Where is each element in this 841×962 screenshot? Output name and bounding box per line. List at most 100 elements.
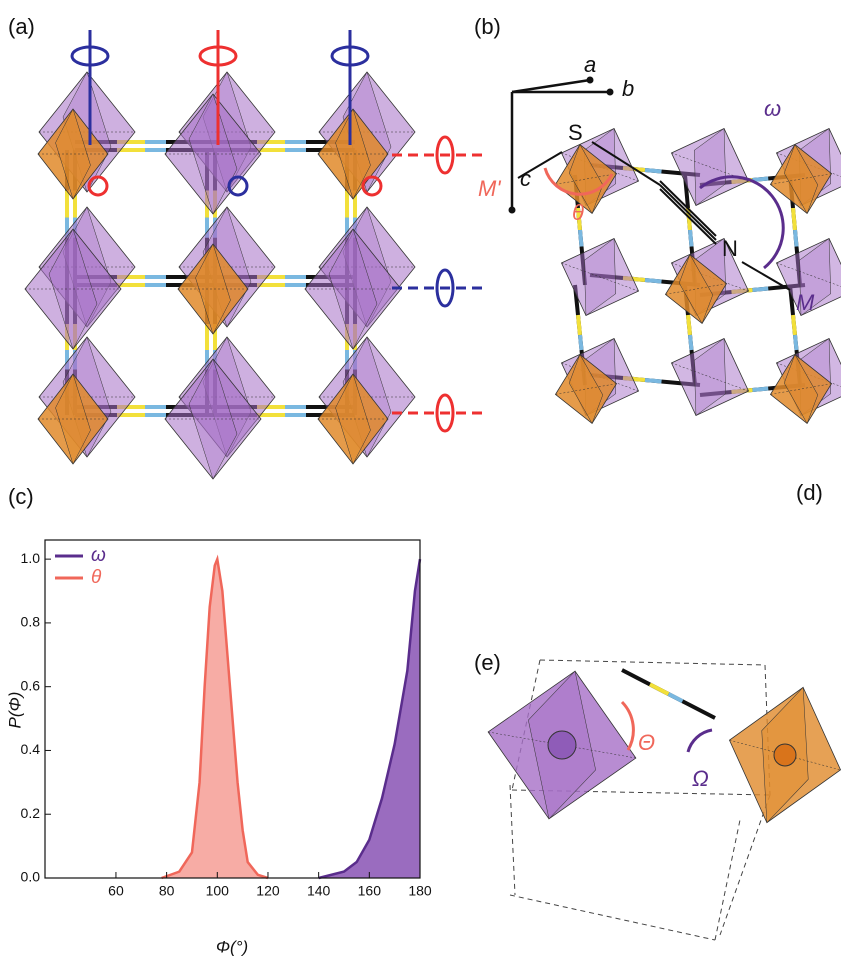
linker-n	[667, 692, 684, 703]
octahedron-face	[335, 373, 371, 465]
y-axis-label: P(Φ)	[5, 692, 24, 729]
linker-n	[644, 378, 662, 384]
arrow-head	[508, 206, 516, 214]
linker-n	[644, 168, 662, 174]
panel-label: (e)	[474, 650, 501, 675]
linker-s	[791, 314, 797, 336]
angle-label: Ω	[692, 766, 709, 791]
area-fill	[161, 559, 268, 878]
octahedron	[177, 243, 249, 335]
octahedron-face	[335, 108, 371, 200]
area-fill	[318, 559, 420, 878]
bond	[741, 261, 791, 291]
rotation-arrow	[435, 268, 455, 308]
linker-s	[791, 207, 797, 231]
cell-edge	[509, 894, 716, 941]
octahedron-face	[678, 253, 714, 325]
y-tick-label: 0.2	[21, 805, 41, 821]
angle-arc	[699, 175, 785, 270]
axis-name: a	[584, 52, 596, 77]
diagrams	[24, 30, 841, 941]
arrow-head	[606, 88, 614, 96]
octahedron	[554, 143, 618, 215]
y-tick-label: 0.8	[21, 614, 41, 630]
octahedron	[164, 358, 262, 480]
atom-label: M	[796, 290, 815, 315]
axis-name: b	[622, 76, 634, 101]
edge	[561, 262, 639, 292]
series-line	[161, 554, 269, 880]
octahedron	[554, 353, 618, 425]
axis-arrow	[511, 78, 591, 94]
linker-n	[752, 386, 769, 392]
y-tick-label: 0.4	[21, 741, 41, 757]
bond	[659, 188, 717, 245]
y-tick-label: 0.6	[21, 677, 41, 693]
linker-n	[793, 229, 799, 247]
octahedron	[664, 253, 728, 325]
octahedron-face	[783, 143, 819, 215]
rotation-arrow	[435, 135, 455, 175]
linker-s	[576, 314, 582, 336]
linker-s	[576, 207, 582, 231]
octahedron-face	[55, 108, 91, 200]
bond	[591, 141, 661, 186]
x-tick-label: 60	[108, 883, 124, 899]
octahedron	[670, 337, 750, 417]
octahedron	[769, 143, 833, 215]
octahedron-face	[783, 353, 819, 425]
linker-n	[644, 278, 662, 284]
rotation-arrow	[330, 45, 370, 67]
octahedron-face	[568, 143, 604, 215]
metal	[773, 743, 797, 767]
linker-n	[793, 334, 799, 351]
series-line	[318, 558, 422, 880]
octahedron	[769, 353, 833, 425]
angle-label: ω	[764, 96, 781, 121]
edge	[488, 731, 636, 759]
cell-edge	[509, 784, 516, 896]
rotation-arrow	[435, 393, 455, 433]
angle-label: Θ	[638, 730, 655, 755]
panel-label: (b)	[474, 14, 501, 39]
x-axis-label: Φ(°)	[216, 937, 248, 956]
panel-label: (d)	[796, 480, 823, 505]
octahedron-face	[568, 353, 604, 425]
cell-edge	[511, 789, 771, 796]
y-tick-label: 0.0	[21, 869, 41, 885]
panel-label: (c)	[8, 484, 34, 509]
legend-label: ω	[91, 545, 106, 566]
octahedron	[670, 127, 750, 207]
rotation-arrow	[227, 175, 249, 197]
linker-n	[688, 334, 694, 351]
linker-n	[688, 229, 694, 247]
angle-arc	[620, 700, 635, 751]
octahedron	[37, 373, 109, 465]
cell-edge	[539, 659, 766, 666]
bond	[517, 151, 563, 179]
linker-n	[578, 334, 584, 351]
rotation-arrow	[198, 45, 238, 67]
x-tick-label: 140	[307, 883, 331, 899]
octahedron	[560, 237, 640, 317]
bond	[659, 184, 717, 241]
octahedron	[164, 93, 262, 215]
x-tick-label: 100	[206, 883, 230, 899]
linker-s	[648, 682, 670, 696]
axis-name: c	[520, 166, 531, 191]
octahedron	[775, 237, 841, 317]
panel-label: (a)	[8, 14, 35, 39]
plot-frame	[44, 539, 421, 879]
legend-label: θ	[91, 567, 102, 588]
octahedron-face	[55, 373, 91, 465]
atom-label: S	[568, 120, 583, 145]
linker-n	[578, 229, 584, 247]
edge	[671, 362, 749, 392]
octahedron	[317, 373, 389, 465]
atom-label: M'	[478, 176, 501, 201]
x-tick-label: 120	[256, 883, 280, 899]
cell-edge	[719, 794, 771, 936]
atom-label: N	[722, 236, 738, 261]
x-tick-label: 80	[159, 883, 175, 899]
